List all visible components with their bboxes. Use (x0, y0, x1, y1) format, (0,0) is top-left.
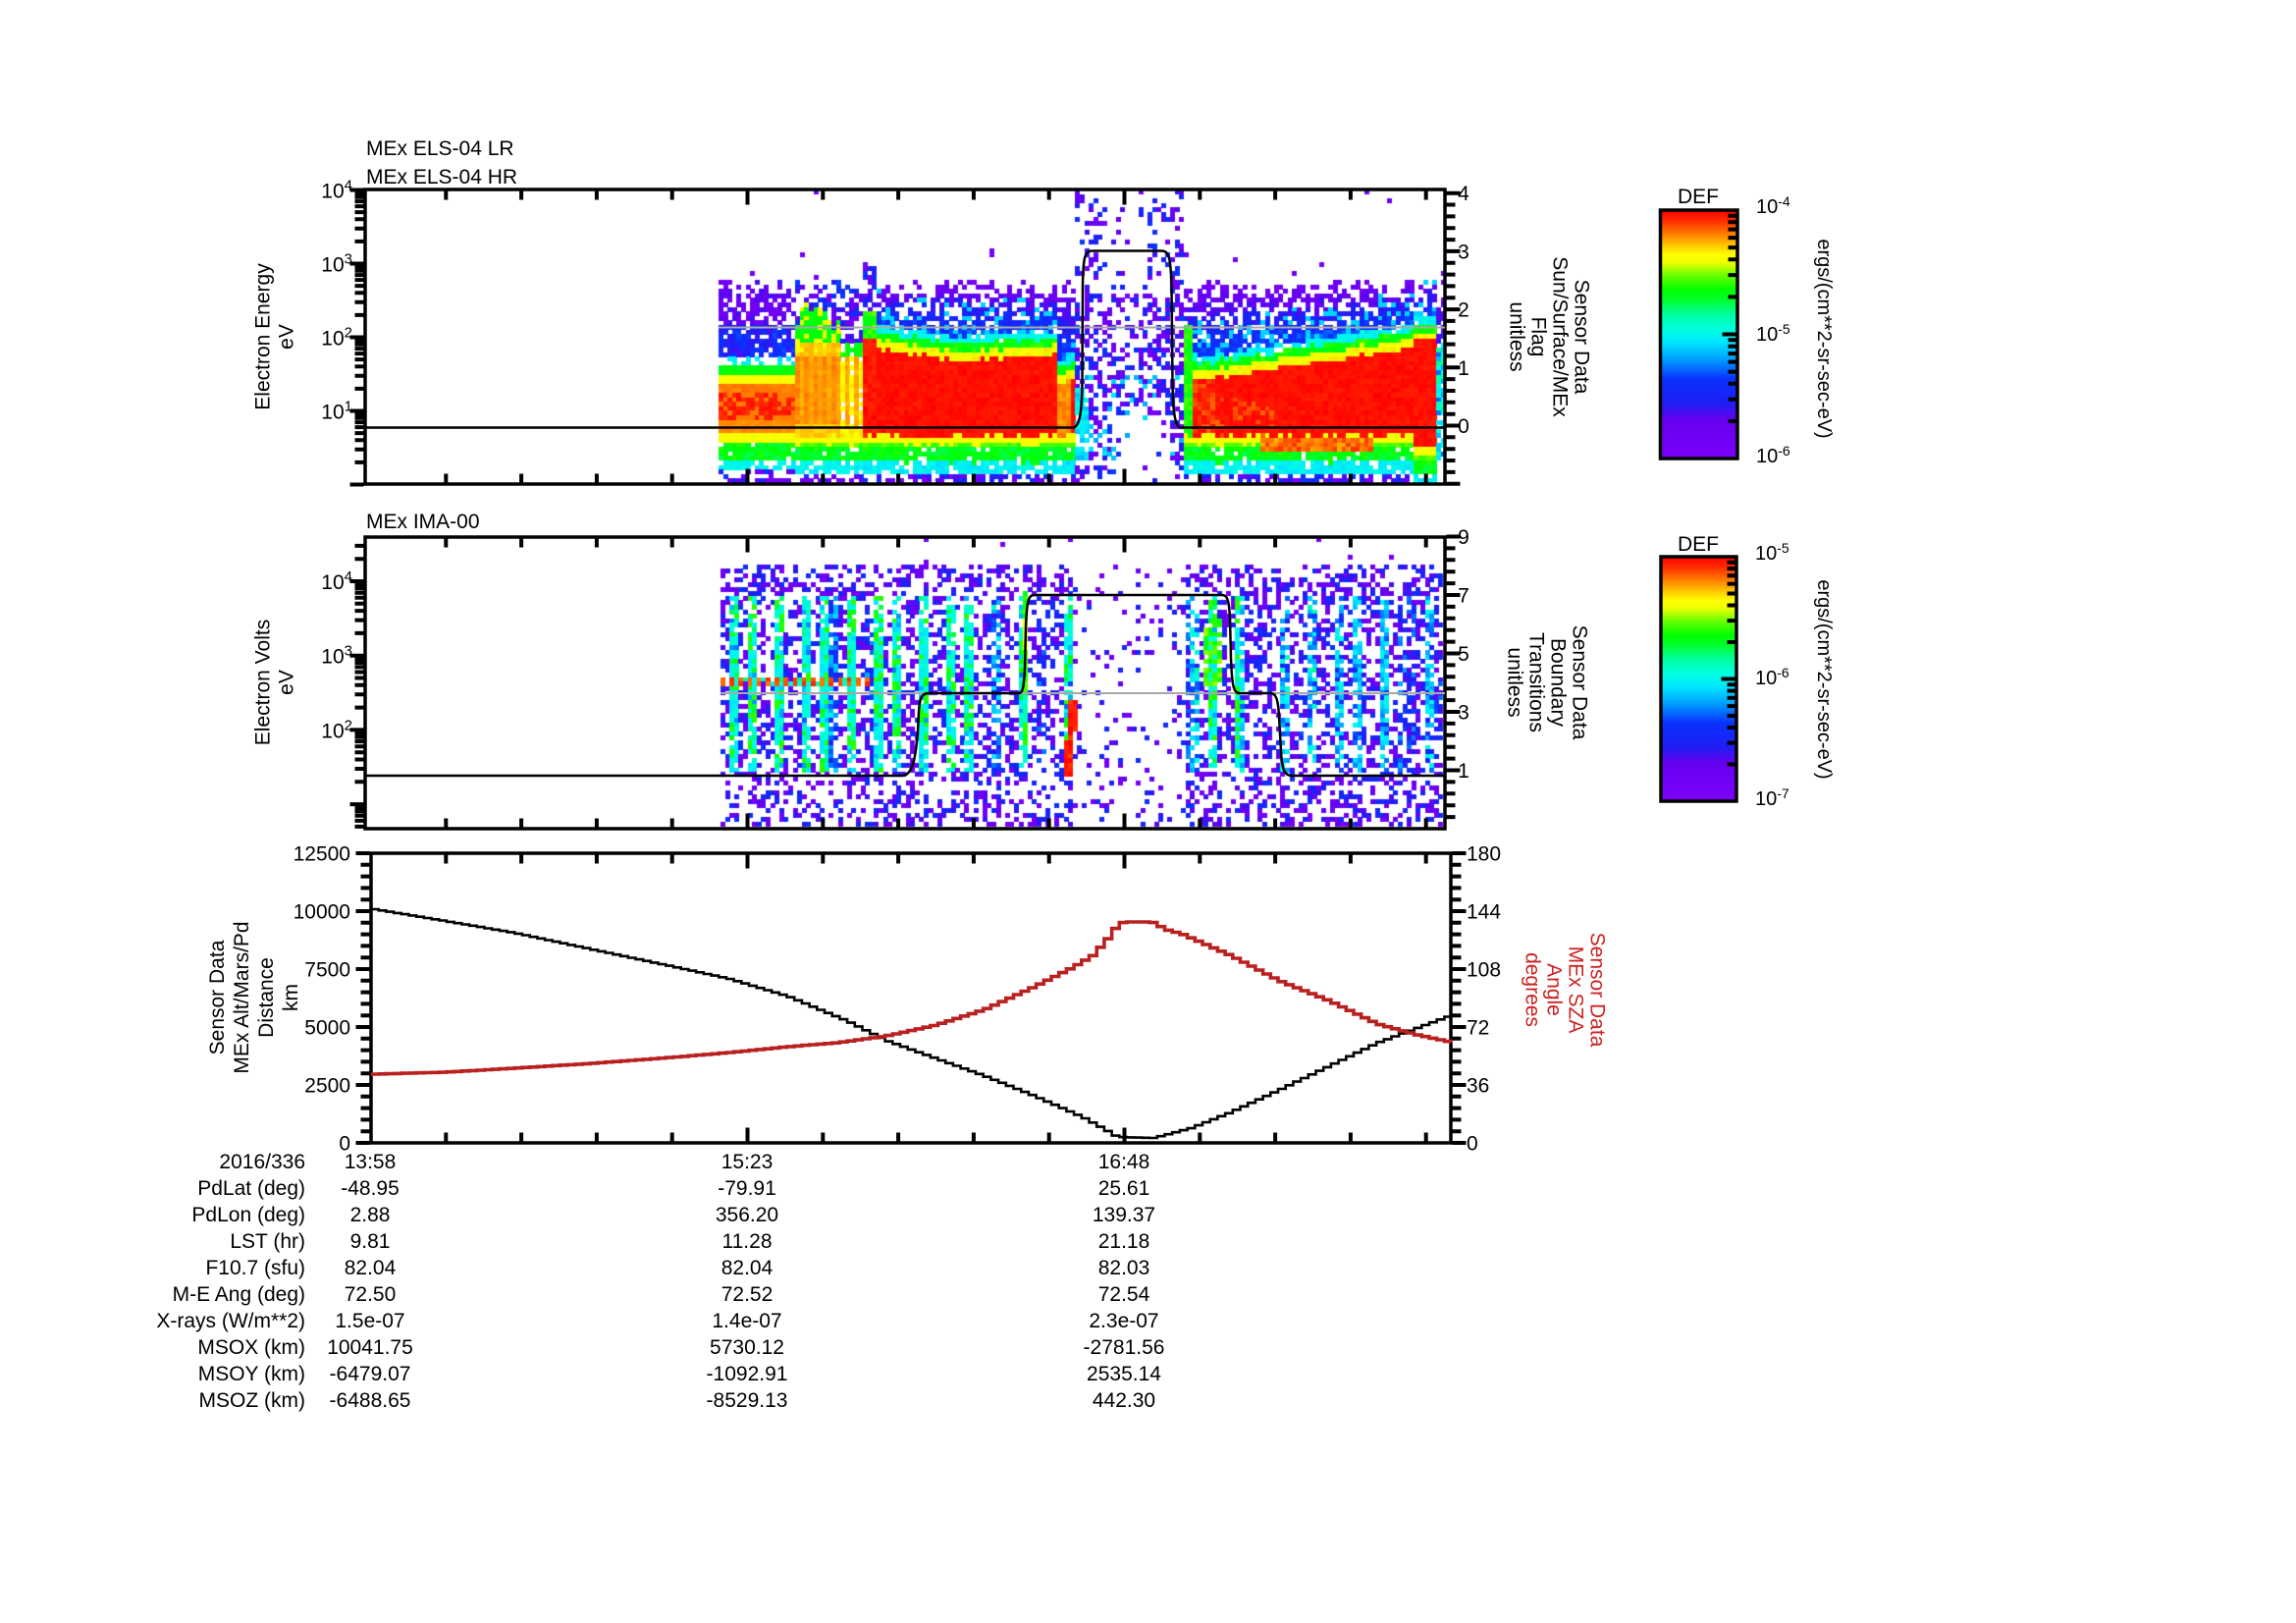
svg-text:139.37: 139.37 (1093, 1204, 1155, 1226)
svg-text:MSOX (km): MSOX (km) (197, 1336, 305, 1359)
svg-text:2016/336: 2016/336 (219, 1151, 305, 1173)
svg-text:16:48: 16:48 (1098, 1151, 1150, 1173)
svg-text:ergs/(cm**2-sr-sec-eV): ergs/(cm**2-sr-sec-eV) (1813, 579, 1835, 779)
svg-text:MEx ELS-04 HR: MEx ELS-04 HR (366, 166, 517, 189)
svg-text:72.52: 72.52 (721, 1283, 774, 1306)
svg-text:15:23: 15:23 (721, 1151, 774, 1173)
svg-text:-8529.13: -8529.13 (707, 1389, 788, 1412)
svg-text:3: 3 (1458, 241, 1469, 263)
svg-text:5730.12: 5730.12 (710, 1336, 784, 1359)
svg-text:0: 0 (339, 1133, 350, 1156)
svg-text:104: 104 (321, 178, 352, 203)
svg-text:-6479.07: -6479.07 (330, 1363, 411, 1385)
svg-text:1.5e-07: 1.5e-07 (335, 1310, 404, 1332)
svg-text:-1092.91: -1092.91 (707, 1363, 788, 1385)
svg-text:Sensor DataMEx SZAAngledegrees: Sensor DataMEx SZAAngledegrees (1522, 933, 1609, 1048)
svg-text:21.18: 21.18 (1098, 1230, 1150, 1253)
svg-text:F10.7 (sfu): F10.7 (sfu) (205, 1257, 305, 1279)
svg-text:82.03: 82.03 (1098, 1257, 1150, 1279)
svg-text:101: 101 (321, 399, 352, 424)
svg-text:3: 3 (1458, 702, 1469, 725)
svg-text:PdLat (deg): PdLat (deg) (197, 1177, 305, 1200)
svg-text:104: 104 (321, 568, 352, 594)
svg-text:10-6: 10-6 (1755, 665, 1789, 689)
svg-text:103: 103 (321, 643, 352, 669)
svg-text:1.4e-07: 1.4e-07 (712, 1310, 781, 1332)
svg-text:9.81: 9.81 (350, 1230, 391, 1253)
svg-text:108: 108 (1467, 959, 1501, 982)
svg-text:X-rays (W/m**2): X-rays (W/m**2) (156, 1310, 305, 1332)
svg-text:MSOZ (km): MSOZ (km) (199, 1389, 305, 1412)
svg-text:-79.91: -79.91 (718, 1177, 776, 1200)
svg-text:10-5: 10-5 (1755, 540, 1789, 565)
svg-text:0: 0 (1458, 415, 1469, 438)
svg-text:36: 36 (1467, 1075, 1489, 1098)
svg-text:9: 9 (1458, 526, 1469, 549)
svg-text:2.88: 2.88 (350, 1204, 391, 1226)
svg-text:10-6: 10-6 (1756, 443, 1790, 467)
svg-text:Sensor DataBoundaryTransitions: Sensor DataBoundaryTransitionsunitless (1504, 625, 1591, 740)
svg-text:102: 102 (321, 717, 352, 742)
svg-text:144: 144 (1467, 901, 1501, 924)
svg-text:10-7: 10-7 (1755, 785, 1789, 810)
svg-text:82.04: 82.04 (345, 1257, 397, 1279)
svg-text:Electron EnergyeV: Electron EnergyeV (251, 263, 297, 410)
svg-text:5: 5 (1458, 643, 1469, 666)
svg-text:5000: 5000 (304, 1017, 350, 1040)
svg-text:1: 1 (1458, 357, 1469, 380)
svg-text:2535.14: 2535.14 (1087, 1363, 1161, 1385)
svg-text:13:58: 13:58 (345, 1151, 397, 1173)
svg-text:ergs/(cm**2-sr-sec-eV): ergs/(cm**2-sr-sec-eV) (1813, 239, 1835, 438)
svg-text:25.61: 25.61 (1098, 1177, 1150, 1200)
svg-text:LST (hr): LST (hr) (230, 1230, 305, 1253)
svg-text:72: 72 (1467, 1017, 1489, 1040)
svg-text:PdLon (deg): PdLon (deg) (191, 1204, 305, 1226)
svg-text:7: 7 (1458, 585, 1469, 608)
svg-text:DEF: DEF (1678, 186, 1719, 208)
svg-text:-2781.56: -2781.56 (1084, 1336, 1165, 1359)
svg-text:MEx ELS-04 LR: MEx ELS-04 LR (366, 137, 514, 160)
svg-text:2500: 2500 (304, 1075, 350, 1098)
svg-text:102: 102 (321, 325, 352, 351)
svg-text:1: 1 (1458, 760, 1469, 783)
svg-text:M-E Ang (deg): M-E Ang (deg) (173, 1283, 305, 1306)
svg-text:2: 2 (1458, 299, 1469, 322)
svg-text:Electron VoltseV: Electron VoltseV (251, 620, 297, 745)
svg-text:10-4: 10-4 (1756, 193, 1790, 218)
svg-text:0: 0 (1467, 1133, 1478, 1156)
svg-text:72.54: 72.54 (1098, 1283, 1150, 1306)
svg-text:MEx IMA-00: MEx IMA-00 (366, 511, 480, 533)
svg-text:7500: 7500 (304, 959, 350, 982)
svg-text:2.3e-07: 2.3e-07 (1089, 1310, 1158, 1332)
svg-text:Sensor DataSun/Surface/MExFlag: Sensor DataSun/Surface/MExFlagunitless (1506, 256, 1593, 417)
svg-text:82.04: 82.04 (721, 1257, 774, 1279)
svg-text:442.30: 442.30 (1093, 1389, 1155, 1412)
svg-text:356.20: 356.20 (716, 1204, 778, 1226)
svg-text:DEF: DEF (1678, 533, 1719, 556)
svg-text:11.28: 11.28 (722, 1230, 773, 1253)
svg-text:-6488.65: -6488.65 (330, 1389, 411, 1412)
svg-text:10000: 10000 (294, 901, 350, 924)
svg-text:10041.75: 10041.75 (327, 1336, 413, 1359)
svg-text:4: 4 (1458, 183, 1469, 205)
svg-text:72.50: 72.50 (345, 1283, 397, 1306)
svg-text:12500: 12500 (294, 843, 350, 866)
svg-text:MSOY (km): MSOY (km) (198, 1363, 305, 1385)
svg-text:103: 103 (321, 251, 352, 277)
svg-text:10-5: 10-5 (1756, 321, 1790, 346)
svg-text:Sensor DataMEx Alt/Mars/PdDist: Sensor DataMEx Alt/Mars/PdDistancekm (206, 921, 302, 1073)
svg-text:-48.95: -48.95 (341, 1177, 400, 1200)
svg-text:180: 180 (1467, 843, 1501, 866)
